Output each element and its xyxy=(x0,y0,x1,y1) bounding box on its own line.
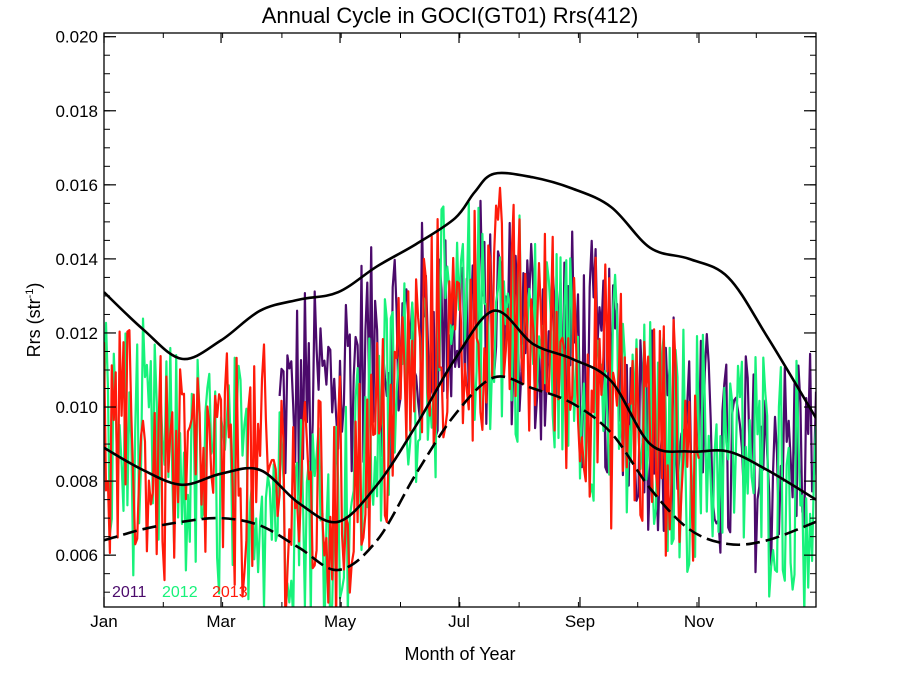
legend-item-2012: 2012 xyxy=(162,584,198,601)
series-line-2013 xyxy=(104,186,701,607)
series-line-climatology-upper xyxy=(104,171,816,419)
y-tick-label: 0.012 xyxy=(55,324,98,343)
tick-layer: Jan Mar May Jul Sep Nov 0.006 0.008 0.010 0.012 0.… xyxy=(55,28,816,631)
y-axis-title-sup: -1 xyxy=(24,289,36,299)
x-tick-label: Jul xyxy=(448,612,470,631)
legend: 2011 2012 2013 xyxy=(112,584,248,601)
y-tick-label: 0.020 xyxy=(55,28,98,47)
series-line-climatology-mean xyxy=(104,309,816,524)
legend-item-2011: 2011 xyxy=(112,584,147,601)
x-tick-label: Mar xyxy=(206,612,236,631)
series-line-2012 xyxy=(104,201,816,607)
x-tick-label: May xyxy=(324,612,357,631)
legend-item-2013: 2013 xyxy=(212,584,248,601)
y-tick-label: 0.018 xyxy=(55,102,98,121)
y-tick-label: 0.016 xyxy=(55,176,98,195)
y-axis-title: Rrs (str-1) xyxy=(24,283,44,358)
y-tick-label: 0.008 xyxy=(55,472,98,491)
y-tick-label: 0.014 xyxy=(55,250,98,269)
series-2012 xyxy=(104,201,816,607)
y-axis-title-main: Rrs (str xyxy=(24,298,44,357)
x-tick-label: Sep xyxy=(565,612,595,631)
y-tick-label: 0.006 xyxy=(55,546,98,565)
series-2013 xyxy=(104,186,701,607)
y-axis-title-close: ) xyxy=(24,283,44,289)
y-tick-label: 0.010 xyxy=(55,398,98,417)
x-tick-label: Jan xyxy=(90,612,117,631)
x-tick-label: Nov xyxy=(684,612,715,631)
series-layer xyxy=(104,171,816,607)
chart-title: Annual Cycle in GOCI(GT01) Rrs(412) xyxy=(262,3,639,28)
x-axis-title: Month of Year xyxy=(404,644,515,664)
series-line-climatology-lower xyxy=(104,375,816,572)
